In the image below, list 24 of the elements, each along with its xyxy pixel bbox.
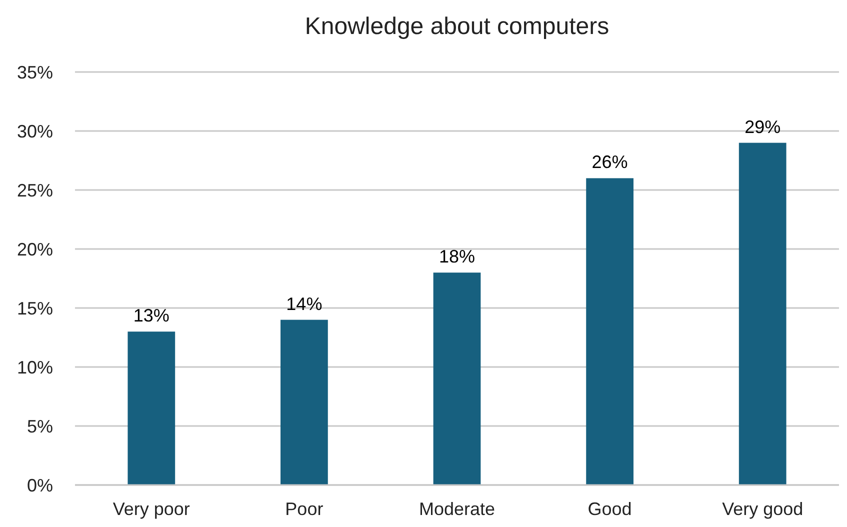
y-tick-label: 20% [16,239,53,260]
bar [433,272,481,485]
y-tick-label: 5% [26,416,53,436]
chart-title: Knowledge about computers [304,13,610,40]
x-tick-label: Moderate [418,499,496,519]
y-tick-label: 35% [16,62,53,82]
data-label: 14% [286,294,322,314]
x-tick-label: Very good [722,499,804,519]
data-label: 29% [744,116,781,137]
x-tick-label: Very poor [112,499,190,519]
data-label: 13% [133,306,170,326]
bar [738,142,786,485]
x-tick-label: Poor [285,499,324,519]
y-tick-label: 10% [16,357,53,378]
bar [128,332,176,485]
y-tick-label: 30% [16,121,53,142]
y-tick-label: 0% [26,475,53,496]
y-tick-label: 25% [16,180,53,200]
data-label: 26% [592,152,628,172]
bar [586,178,634,485]
y-tick-label: 15% [16,298,53,318]
data-label: 18% [438,246,476,267]
x-tick-label: Good [588,499,632,519]
bar [280,320,328,485]
